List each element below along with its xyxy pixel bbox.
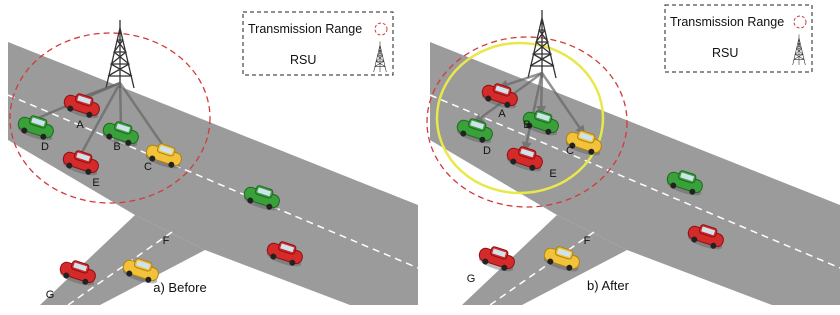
- car-label: E: [92, 177, 99, 189]
- car-label: E: [549, 168, 556, 180]
- car-label: D: [41, 141, 49, 153]
- legend-rsu: RSU: [290, 53, 316, 67]
- car-label: G: [46, 289, 55, 301]
- panel: A B C D E F G Transmission Range RSU a) Before: [8, 12, 418, 305]
- car-label: A: [498, 108, 506, 120]
- link-beam: [120, 83, 121, 125]
- car-label: C: [566, 145, 574, 157]
- car-label: B: [523, 119, 530, 131]
- car-label: F: [584, 235, 591, 247]
- car-label: C: [144, 161, 152, 173]
- scene: A B C D E F G Transmission Range RSU a) Before A B C…: [0, 0, 840, 310]
- legend-range: Transmission Range: [670, 15, 784, 29]
- caption: b) After: [587, 278, 630, 293]
- car-label: B: [113, 141, 120, 153]
- car-label: A: [76, 119, 84, 131]
- caption: a) Before: [153, 280, 206, 295]
- tower-frame: [106, 20, 134, 88]
- car-label: G: [467, 273, 476, 285]
- legend-rsu: RSU: [712, 46, 738, 60]
- panel: A B C D E F G Transmission Range RSU b) After: [427, 5, 840, 305]
- car-label: F: [163, 235, 170, 247]
- car: [476, 243, 518, 274]
- legend-range: Transmission Range: [248, 22, 362, 36]
- rsu-tower: [106, 20, 134, 88]
- car-label: D: [483, 145, 491, 157]
